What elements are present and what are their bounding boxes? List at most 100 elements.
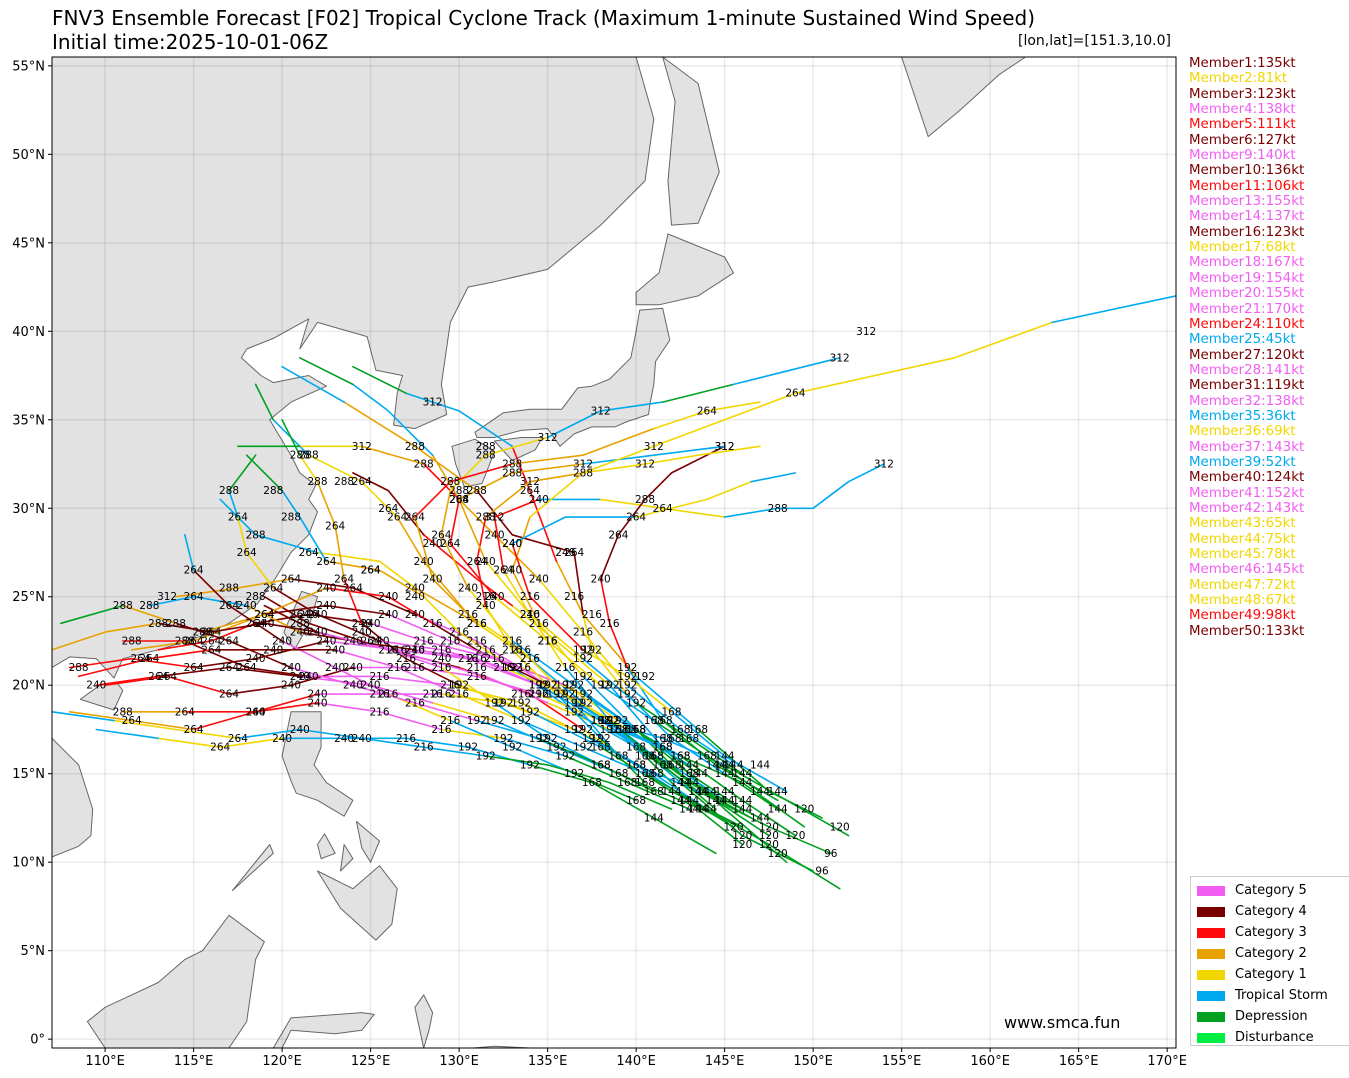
- track-segment: [396, 516, 469, 616]
- x-tick-label: 170°E: [1147, 1054, 1187, 1069]
- legend-item: Category 3: [1197, 922, 1349, 943]
- forecast-hour-label: 144: [732, 804, 752, 816]
- forecast-hour-label: 144: [750, 759, 770, 771]
- lonlat-readout: [lon,lat]=[151.3,10.0]: [1017, 33, 1171, 49]
- forecast-hour-label: 216: [369, 689, 389, 701]
- forecast-hour-label: 264: [228, 733, 248, 745]
- forecast-hour-label: 168: [670, 724, 690, 736]
- track-segment: [564, 666, 611, 722]
- member-entry: Member18:167kt: [1189, 255, 1305, 271]
- track-segment: [369, 622, 567, 687]
- legend-label: Category 5: [1235, 883, 1307, 898]
- track-segment: [175, 578, 292, 598]
- track-segment: [414, 648, 540, 687]
- forecast-hour-label: 216: [538, 636, 558, 648]
- track-segment: [458, 463, 584, 501]
- forecast-hour-label: 192: [493, 733, 513, 745]
- forecast-hour-label: 312: [352, 441, 372, 453]
- track-segment: [582, 613, 629, 695]
- track-segment: [502, 666, 629, 731]
- track-segment: [414, 463, 514, 518]
- x-tick-label: 130°E: [439, 1054, 479, 1069]
- track-segment: [458, 684, 531, 713]
- track-segment: [52, 710, 115, 722]
- track-segment: [626, 728, 691, 766]
- forecast-hour-label: 168: [670, 751, 690, 763]
- forecast-hour-label: 168: [626, 724, 646, 736]
- track-segment: [219, 498, 319, 554]
- forecast-hour-label: 240: [484, 529, 504, 541]
- forecast-hour-label: 288: [69, 662, 89, 674]
- legend-swatch: [1197, 885, 1225, 896]
- track-segment: [582, 445, 726, 465]
- track-segment: [307, 675, 452, 687]
- forecast-hour-label: 216: [484, 653, 504, 665]
- forecast-hour-label: 192: [555, 689, 575, 701]
- track-segment: [626, 684, 735, 766]
- track-segment: [475, 516, 487, 607]
- forecast-hour-label: 288: [148, 618, 168, 630]
- forecast-hour-label: 312: [830, 352, 850, 364]
- forecast-hour-label: 288: [476, 450, 496, 462]
- forecast-hour-label: 312: [573, 459, 593, 471]
- track-segment: [652, 719, 761, 793]
- track-segment: [414, 516, 478, 625]
- track-segment: [157, 622, 319, 633]
- track-segment: [511, 516, 540, 625]
- forecast-hour-label: 216: [476, 591, 496, 603]
- track-segment: [122, 604, 177, 625]
- forecast-hour-label: 216: [378, 689, 398, 701]
- track-segment: [431, 702, 496, 722]
- member-entry: Member2:81kt: [1189, 71, 1288, 87]
- track-segment: [440, 666, 496, 704]
- forecast-hour-label: 264: [175, 706, 195, 718]
- track-segment: [157, 737, 283, 749]
- member-entry: Member24:110kt: [1189, 316, 1305, 332]
- forecast-hour-label: 168: [626, 742, 646, 754]
- forecast-hour-label: 168: [626, 795, 646, 807]
- forecast-hour-label: 216: [538, 636, 558, 648]
- forecast-hour-label: 264: [493, 565, 513, 577]
- forecast-hour-label: 120: [759, 830, 779, 842]
- forecast-hour-label: 216: [396, 733, 416, 745]
- forecast-hour-label: 240: [343, 680, 363, 692]
- landmass-8: [451, 438, 495, 488]
- legend-label: Category 1: [1235, 967, 1307, 982]
- forecast-hour-label: 264: [219, 600, 239, 612]
- track-segment: [387, 613, 522, 669]
- track-segment: [670, 710, 788, 793]
- forecast-hour-label: 288: [263, 485, 283, 497]
- track-segment: [325, 560, 425, 598]
- track-segment: [352, 365, 407, 395]
- track-segment: [555, 693, 602, 740]
- member-entry: Member31:119kt: [1189, 378, 1305, 394]
- forecast-hour-label: 288: [175, 636, 195, 648]
- track-segment: [458, 498, 540, 580]
- forecast-hour-label: 312: [591, 405, 611, 417]
- track-segment: [661, 383, 735, 403]
- legend-label: Depression: [1235, 1009, 1308, 1024]
- forecast-hour-label: 264: [184, 724, 204, 736]
- forecast-hour-label: 144: [679, 804, 699, 816]
- landmass-3: [662, 57, 720, 226]
- landmass-1: [79, 683, 124, 711]
- forecast-hour-label: 264: [184, 591, 204, 603]
- forecast-hour-label: 288: [219, 582, 239, 594]
- track-segment: [493, 702, 602, 766]
- forecast-hour-label: 240: [246, 706, 266, 718]
- track-segment: [529, 418, 726, 518]
- track-segment: [458, 693, 522, 722]
- forecast-hour-label: 240: [246, 653, 266, 665]
- track-segment: [263, 595, 363, 642]
- forecast-hour-label: 264: [405, 512, 425, 524]
- forecast-hour-label: 288: [219, 485, 239, 497]
- forecast-hour-label: 192: [573, 724, 593, 736]
- forecast-hour-label: 240: [458, 582, 478, 594]
- forecast-hour-label: 264: [246, 706, 266, 718]
- track-segment: [502, 737, 567, 757]
- forecast-hour-label: 216: [582, 609, 602, 621]
- forecast-hour-label: 192: [529, 680, 549, 692]
- member-entry: Member28:141kt: [1189, 362, 1305, 378]
- track-segment: [192, 569, 283, 642]
